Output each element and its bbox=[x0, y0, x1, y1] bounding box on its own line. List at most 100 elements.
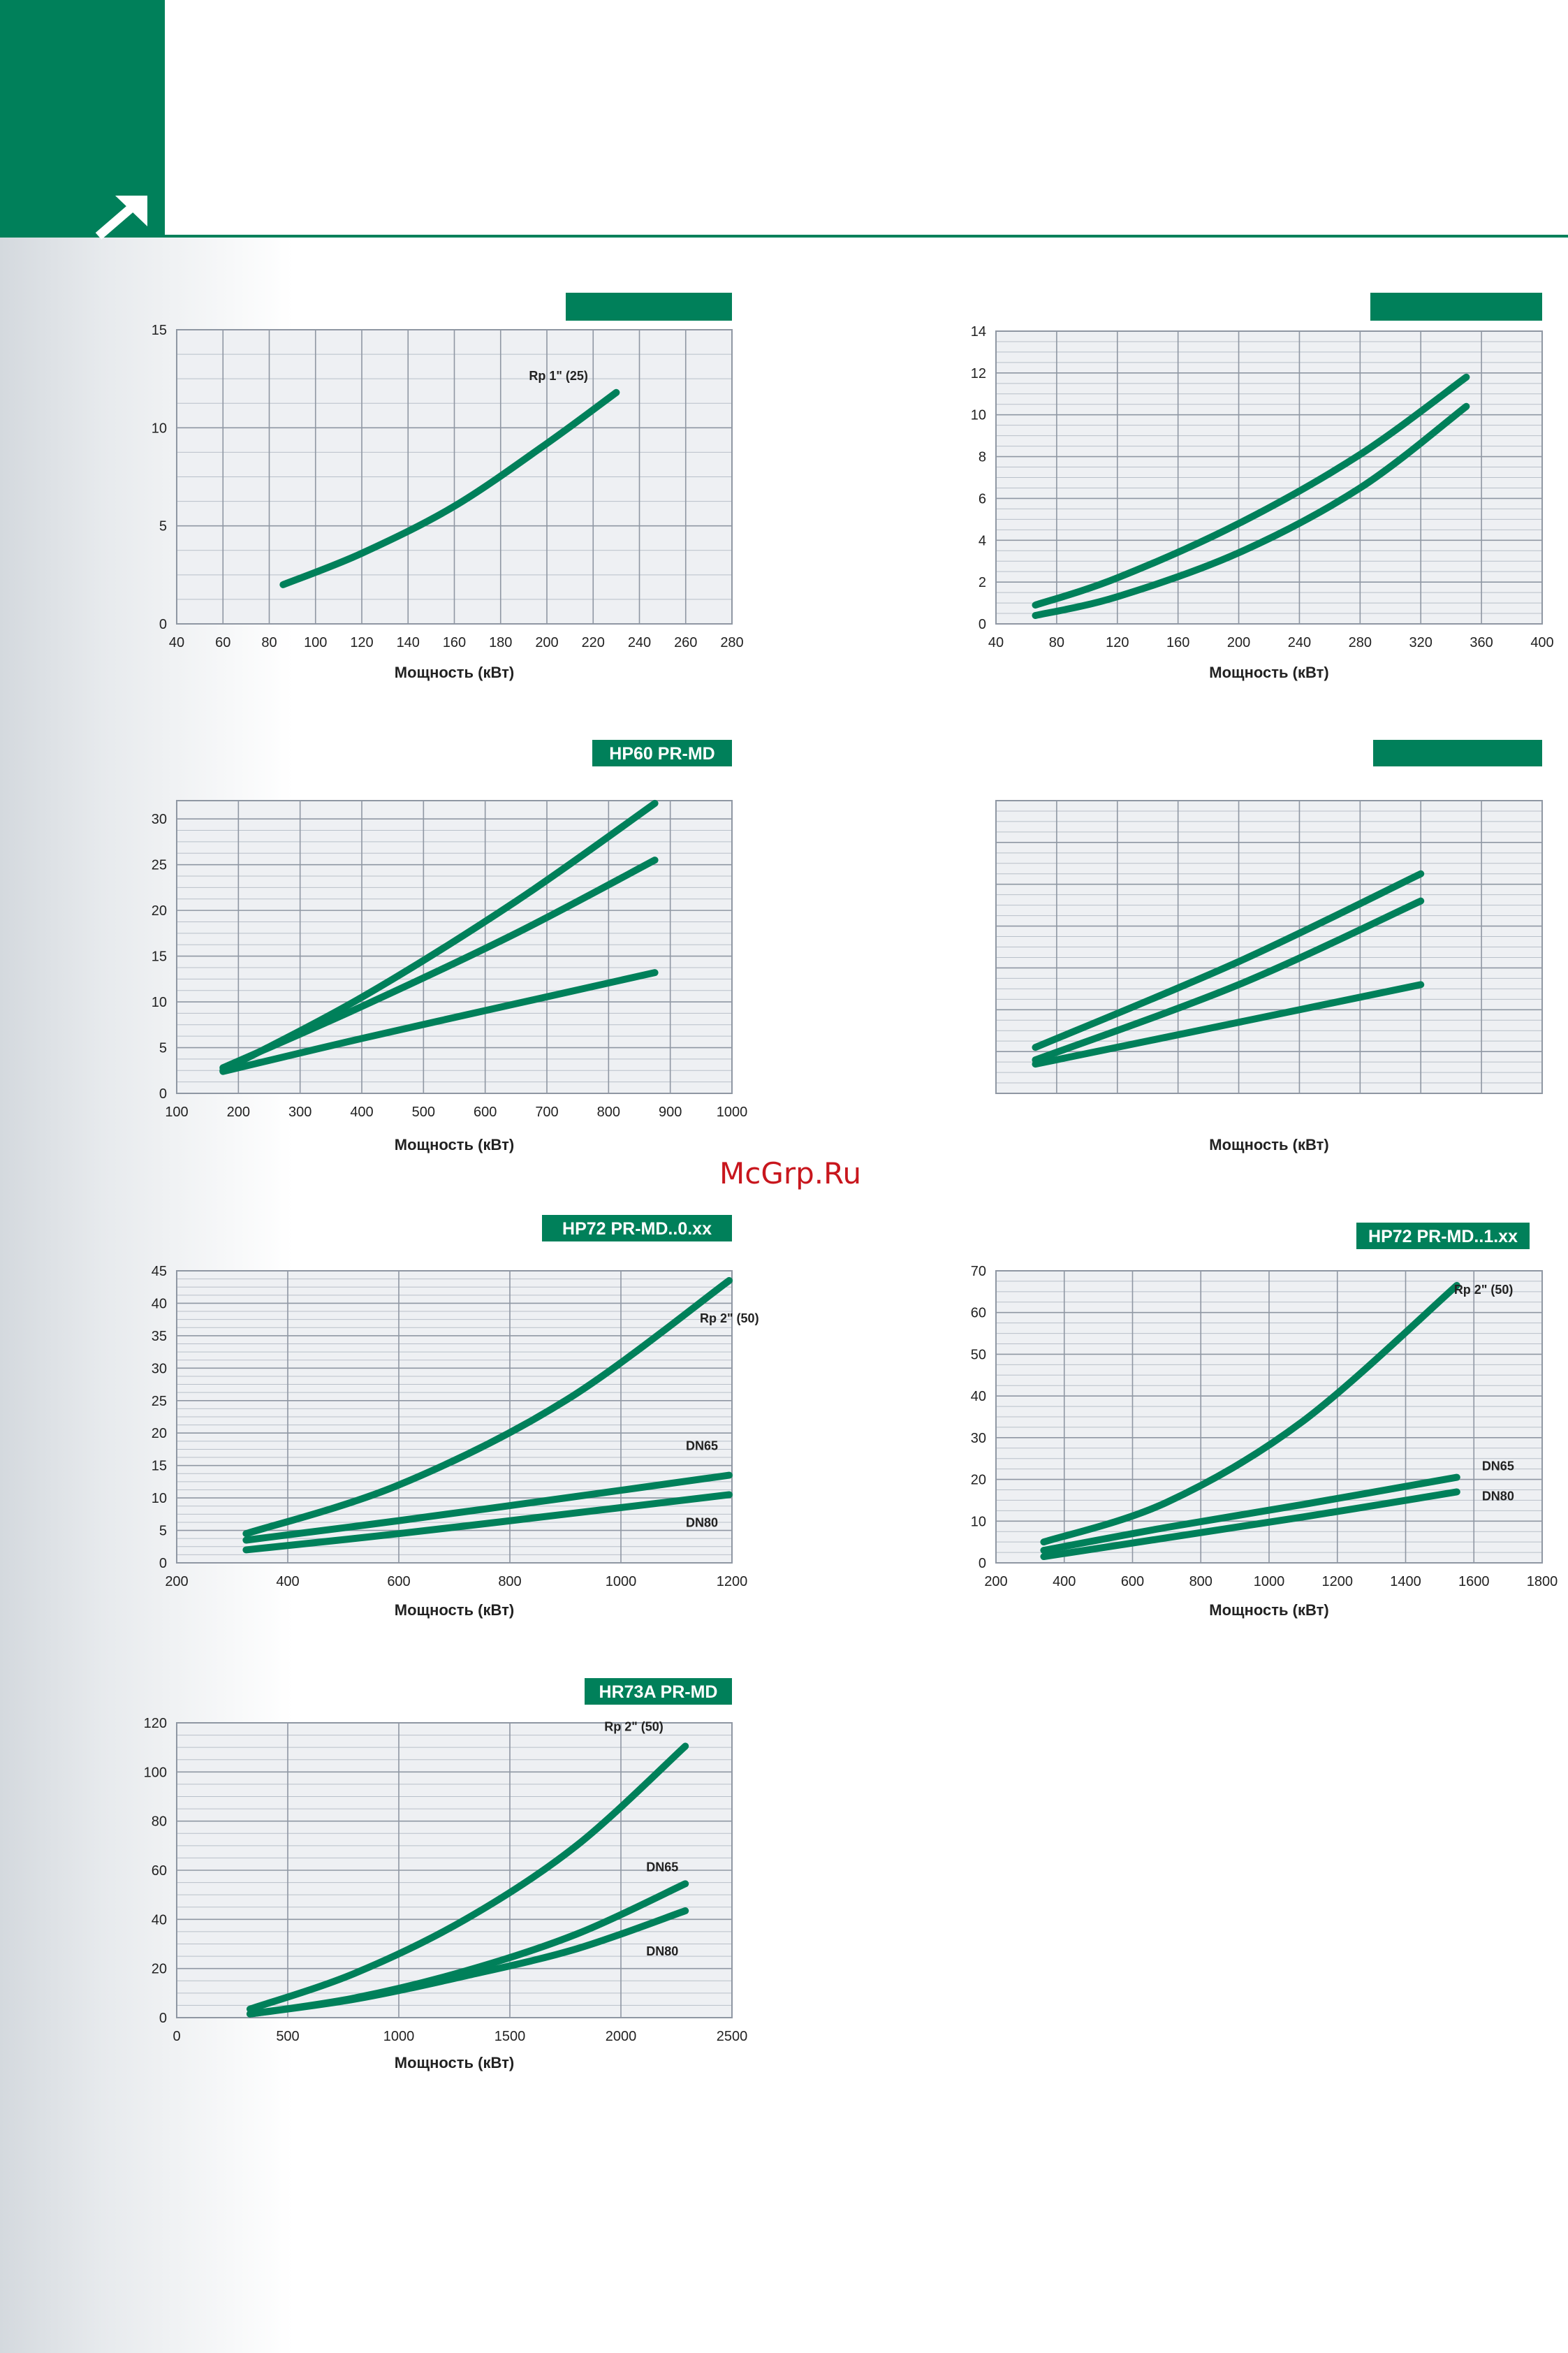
y-tick-label: 30 bbox=[971, 1431, 986, 1446]
y-tick-label: 40 bbox=[152, 1912, 167, 1928]
x-axis-label: Мощность (кВт) bbox=[395, 1136, 514, 1153]
y-tick-label: 0 bbox=[979, 617, 986, 632]
x-tick-label: 320 bbox=[1409, 635, 1433, 650]
x-tick-label: 1000 bbox=[717, 1105, 748, 1120]
x-axis-label: Мощность (кВт) bbox=[395, 2054, 514, 2071]
x-tick-label: 800 bbox=[1189, 1574, 1212, 1589]
y-tick-label: 10 bbox=[971, 408, 986, 423]
series-line-3 bbox=[1040, 1488, 1460, 1561]
series-line-2 bbox=[1032, 402, 1470, 620]
y-tick-label: 25 bbox=[152, 1394, 167, 1409]
series-label-1: Rp 2" (50) bbox=[700, 1311, 759, 1325]
x-tick-label: 160 bbox=[443, 635, 466, 650]
x-tick-label: 200 bbox=[984, 1574, 1007, 1589]
x-tick-label: 1600 bbox=[1458, 1574, 1490, 1589]
plot-frame bbox=[176, 329, 733, 625]
x-tick-label: 1000 bbox=[383, 2029, 415, 2044]
x-axis-label: Мощность (кВт) bbox=[1209, 1601, 1328, 1619]
series-label-2: DN65 bbox=[686, 1439, 718, 1453]
series-label-2: DN65 bbox=[1482, 1459, 1514, 1473]
x-axis-label: Мощность (кВт) bbox=[1209, 1136, 1328, 1153]
x-tick-label: 180 bbox=[489, 635, 512, 650]
x-tick-label: 1800 bbox=[1527, 1574, 1558, 1589]
y-tick-label: 20 bbox=[152, 1962, 167, 1977]
plot-frame bbox=[176, 1270, 733, 1564]
plot-frame bbox=[995, 330, 1543, 625]
x-tick-label: 300 bbox=[288, 1105, 312, 1120]
x-tick-label: 240 bbox=[628, 635, 651, 650]
series-line-3 bbox=[246, 1907, 689, 2018]
y-tick-label: 35 bbox=[152, 1329, 167, 1344]
x-tick-label: 200 bbox=[1227, 635, 1250, 650]
x-tick-label: 1000 bbox=[606, 1574, 637, 1589]
series-line-2 bbox=[1032, 897, 1425, 1064]
y-tick-label: 6 bbox=[979, 491, 986, 507]
x-tick-label: 140 bbox=[397, 635, 420, 650]
y-tick-label: 0 bbox=[159, 617, 167, 632]
series-line-1 bbox=[1040, 1281, 1460, 1546]
series-line-2 bbox=[219, 857, 659, 1072]
x-tick-label: 0 bbox=[173, 2029, 180, 2044]
header-rule bbox=[165, 235, 1568, 238]
chart-5: 200 400 600 800 1000 1200 0 5 10 15 20 25 30 35 40 45 Мо… bbox=[126, 1209, 759, 1635]
y-tick-label: 40 bbox=[152, 1296, 167, 1311]
x-tick-label: 80 bbox=[1049, 635, 1064, 650]
x-tick-label: 280 bbox=[720, 635, 743, 650]
x-tick-label: 60 bbox=[215, 635, 230, 650]
x-tick-label: 1500 bbox=[494, 2029, 526, 2044]
chart-title: HP60 PR-MD bbox=[609, 744, 715, 764]
chart-3: 100 200 300 400 500 600 700 800 900 1000 0 5 10 15 20 2… bbox=[126, 734, 754, 1174]
series-label-3: DN80 bbox=[1482, 1489, 1514, 1503]
x-tick-label: 120 bbox=[350, 635, 373, 650]
x-tick-label: 500 bbox=[276, 2029, 299, 2044]
y-tick-label: 20 bbox=[152, 1426, 167, 1441]
y-tick-label: 5 bbox=[159, 1524, 167, 1539]
x-axis-label: Мощность (кВт) bbox=[395, 664, 514, 681]
chart-title: HP72 PR-MD..0.xx bbox=[562, 1219, 712, 1239]
series-line-1 bbox=[1032, 870, 1425, 1051]
plot-frame bbox=[176, 800, 733, 1094]
chart-2: 40 80 120 160 200 240 280 320 360 400 0 2 4 6 8 10 12 14 М… bbox=[929, 286, 1558, 706]
series-line-3 bbox=[242, 1491, 733, 1554]
x-tick-label: 900 bbox=[659, 1105, 682, 1120]
x-tick-label: 600 bbox=[474, 1105, 497, 1120]
y-tick-label: 10 bbox=[152, 995, 167, 1010]
chart-7: 0 500 1000 1500 2000 2500 0 20 40 60 80 100 120 Мощно… bbox=[126, 1677, 754, 2103]
chart-title-tag bbox=[542, 1215, 732, 1241]
chart-4: Мощность (кВт) bbox=[929, 734, 1558, 1174]
watermark: McGrp.Ru bbox=[719, 1156, 862, 1190]
x-tick-label: 160 bbox=[1166, 635, 1189, 650]
y-tick-label: 25 bbox=[152, 858, 167, 873]
y-tick-label: 20 bbox=[152, 903, 167, 919]
x-tick-label: 200 bbox=[535, 635, 558, 650]
x-tick-label: 700 bbox=[535, 1105, 558, 1120]
series-label-3: DN80 bbox=[686, 1515, 718, 1529]
y-tick-label: 20 bbox=[971, 1473, 986, 1488]
y-tick-label: 15 bbox=[152, 949, 167, 965]
x-tick-label: 1200 bbox=[717, 1574, 748, 1589]
x-tick-label: 40 bbox=[169, 635, 184, 650]
y-tick-label: 0 bbox=[159, 1086, 167, 1102]
series-label-1: Rp 1" (25) bbox=[529, 369, 588, 383]
x-tick-label: 800 bbox=[597, 1105, 620, 1120]
chart-6: 200 400 600 800 1000 1200 1400 1600 1800 0 10 20 30 4… bbox=[929, 1209, 1558, 1635]
chart-title-tag bbox=[1373, 740, 1542, 766]
y-tick-label: 8 bbox=[979, 450, 986, 465]
x-tick-label: 120 bbox=[1106, 635, 1129, 650]
chart-title-tag bbox=[566, 293, 732, 321]
series-line-1 bbox=[246, 1742, 689, 2013]
y-tick-label: 4 bbox=[979, 533, 986, 548]
series-line-3 bbox=[1032, 981, 1425, 1068]
y-tick-label: 45 bbox=[152, 1264, 167, 1279]
arrow-up-right-icon bbox=[95, 196, 147, 240]
chart-1: 40 60 80 100 120 140 160 180 200 220 240 260 280 0 5 10… bbox=[126, 286, 754, 706]
plot-frame bbox=[995, 800, 1543, 1094]
chart-title-tag bbox=[585, 1678, 732, 1705]
x-tick-label: 100 bbox=[165, 1105, 188, 1120]
x-tick-label: 260 bbox=[674, 635, 697, 650]
series-line-3 bbox=[219, 969, 659, 1075]
x-tick-label: 40 bbox=[988, 635, 1004, 650]
y-tick-label: 2 bbox=[979, 575, 986, 590]
series-label-3: DN80 bbox=[646, 1944, 678, 1958]
x-tick-label: 400 bbox=[276, 1574, 299, 1589]
